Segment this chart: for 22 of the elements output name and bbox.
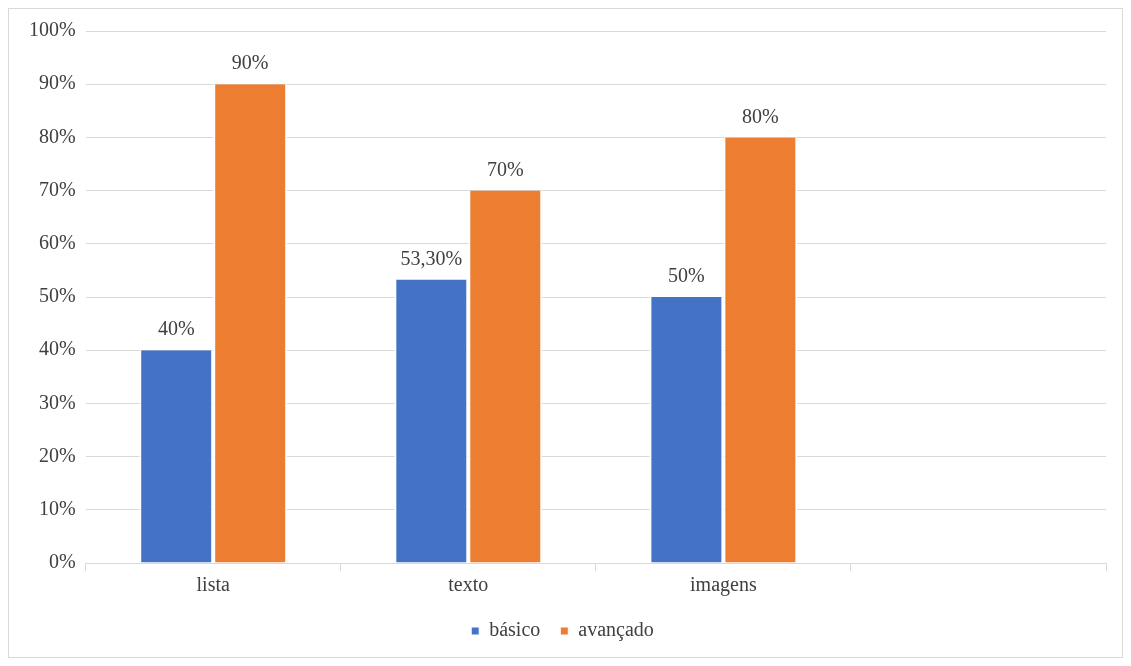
y-tick-label: 10% bbox=[38, 497, 76, 520]
x-tick-label: imagens bbox=[690, 573, 757, 597]
y-tick-label: 50% bbox=[38, 284, 76, 307]
data-label: 70% bbox=[486, 157, 524, 180]
y-tick-label: 90% bbox=[38, 71, 76, 94]
legend-label: avançado bbox=[578, 618, 654, 642]
y-tick-label: 100% bbox=[28, 18, 76, 41]
legend-label: básico bbox=[489, 618, 541, 641]
y-tick-label: 70% bbox=[38, 177, 76, 200]
y-tick-label: 80% bbox=[38, 124, 76, 147]
y-tick-label: 40% bbox=[38, 337, 76, 360]
y-tick-label: 0% bbox=[48, 550, 76, 573]
x-tick-label: lista bbox=[196, 573, 230, 596]
x-tick-label: texto bbox=[448, 573, 489, 596]
data-label: 40% bbox=[157, 317, 195, 340]
y-tick-label: 20% bbox=[38, 443, 76, 466]
y-tick-label: 60% bbox=[38, 231, 76, 254]
data-label: 90% bbox=[231, 51, 269, 74]
data-label: 50% bbox=[668, 264, 705, 287]
y-tick-label: 30% bbox=[38, 390, 76, 413]
data-label: 80% bbox=[742, 104, 779, 127]
data-label: 53,30% bbox=[400, 246, 463, 269]
